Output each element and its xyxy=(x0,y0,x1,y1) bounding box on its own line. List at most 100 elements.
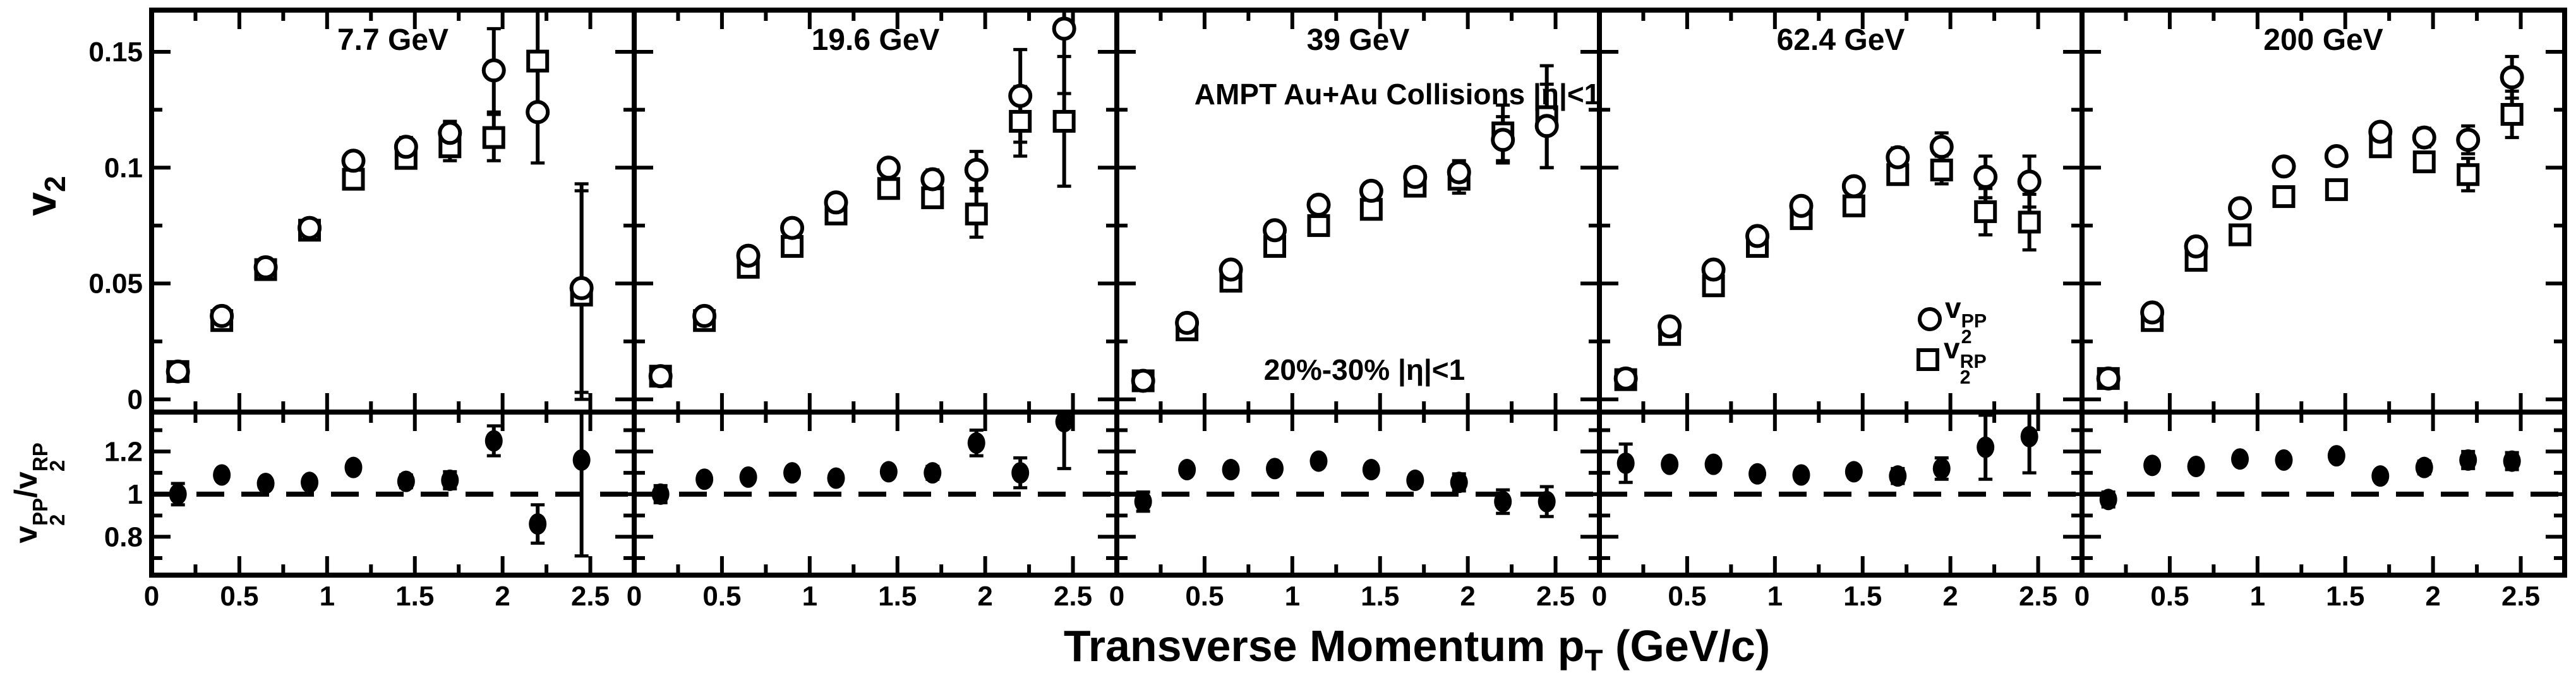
v2pp-marker xyxy=(2140,300,2165,325)
legend-entry-v2rp: v RP 2 xyxy=(1917,334,1987,387)
v2pp-marker xyxy=(1701,257,1726,282)
x-tick-label: 1 xyxy=(802,581,817,612)
x-tick-label: 1 xyxy=(1285,581,1300,612)
v2pp-marker xyxy=(1306,192,1331,217)
ratio-marker xyxy=(441,469,459,491)
v2pp-marker xyxy=(2184,234,2208,258)
legend-entry-v2pp: v PP 2 xyxy=(1918,293,1987,348)
top-panel-frame xyxy=(2079,8,2567,415)
v2-base: v xyxy=(17,192,66,216)
v2rp-marker xyxy=(2500,102,2524,126)
y-tick-label-ratio: 0.8 xyxy=(104,521,143,552)
v2rp-marker xyxy=(1930,158,1953,181)
ratio-num-base: v xyxy=(8,525,44,544)
x-tick-label: 0 xyxy=(144,581,159,612)
ratio-marker xyxy=(1450,471,1468,494)
v2pp-marker xyxy=(298,216,322,240)
ratio-marker xyxy=(1222,459,1240,481)
ratio-marker xyxy=(397,470,415,492)
v2pp-marker xyxy=(210,303,234,328)
x-tick-label: 0 xyxy=(2074,581,2090,612)
v2pp-marker xyxy=(1886,145,1910,169)
v2rp-marker xyxy=(2457,163,2480,186)
ratio-marker xyxy=(2231,448,2249,470)
x-tick-label: 2.5 xyxy=(2019,581,2057,612)
v2rp-marker xyxy=(482,126,505,149)
v2pp-marker xyxy=(1175,310,1200,335)
v2pp-marker xyxy=(2412,125,2436,150)
v2rp-marker xyxy=(965,202,988,226)
v2rp-marker xyxy=(2325,178,2348,202)
x-tick-label: 0 xyxy=(1109,581,1124,612)
v2pp-marker xyxy=(2368,119,2393,144)
x-tick-label: 1.5 xyxy=(1361,581,1399,612)
ratio-marker xyxy=(2143,454,2162,477)
v2pp-marker xyxy=(1534,114,1559,138)
ratio-marker xyxy=(2371,465,2390,487)
ratio-marker xyxy=(1362,459,1380,481)
v2pp-marker xyxy=(1052,16,1076,41)
ratio-marker xyxy=(1266,458,1284,480)
ratio-marker xyxy=(2187,456,2205,477)
v2pp-marker xyxy=(2096,366,2121,391)
v2rp-marker xyxy=(2412,150,2436,174)
y-tick-label-v2: 0.1 xyxy=(104,152,143,183)
ratio-marker xyxy=(213,464,231,486)
ratio-marker xyxy=(1845,461,1863,483)
v2pp-marker xyxy=(964,157,989,182)
v2rp-marker xyxy=(2229,223,2252,246)
panel-title-4: 62.4 GeV xyxy=(1776,23,1905,57)
ratio-marker xyxy=(1889,465,1907,487)
y-axis-title-ratio: v PP 2/v RP 2 xyxy=(8,442,69,544)
v2rp-marker xyxy=(526,49,550,73)
ratio-marker xyxy=(1932,458,1951,480)
open-square-marker-icon xyxy=(1917,348,1939,372)
ratio-marker xyxy=(1011,462,1030,484)
legend-rp-sup: RP xyxy=(1959,351,1987,373)
x-tick-label: 1 xyxy=(320,581,335,612)
v2pp-marker xyxy=(1745,224,1770,248)
v2pp-marker xyxy=(1613,366,1638,391)
v2pp-marker xyxy=(1789,193,1814,218)
x-tick-label: 2.5 xyxy=(2501,581,2540,612)
x-tick-label: 1.5 xyxy=(2326,581,2364,612)
x-tick-label: 2 xyxy=(1942,581,1958,612)
y-axis-title-v2: v2 xyxy=(16,176,72,216)
x-tick-label: 0 xyxy=(627,581,642,612)
v2rp-marker xyxy=(1842,194,1865,217)
v2pp-marker xyxy=(2324,143,2349,168)
x-tick-label: 1 xyxy=(2250,581,2265,612)
v2pp-marker xyxy=(1008,83,1033,108)
legend-rp-scripts: RP 2 xyxy=(1959,351,1987,387)
ratio-marker xyxy=(967,432,985,454)
ratio-den-sub: 2 xyxy=(45,459,69,472)
v2-sub: 2 xyxy=(38,176,71,192)
ratio-marker xyxy=(739,466,757,488)
legend-pp-sub: 2 xyxy=(1961,327,1972,348)
ratio-marker xyxy=(1309,450,1328,472)
v2pp-marker xyxy=(1973,164,1998,189)
v2pp-marker xyxy=(1263,218,1287,243)
x-axis-title-pre: Transverse Momentum p xyxy=(1063,621,1585,671)
v2pp-marker xyxy=(648,364,673,389)
ratio-marker xyxy=(2503,450,2521,472)
x-axis-title: Transverse Momentum pT (GeV/c) xyxy=(880,621,1954,678)
v2pp-marker xyxy=(780,216,805,240)
ratio-marker xyxy=(2275,449,2293,471)
x-tick-label: 2 xyxy=(2425,581,2440,612)
v2pp-marker xyxy=(2272,154,2296,179)
v2pp-marker xyxy=(1359,178,1383,203)
ratio-marker xyxy=(1134,490,1152,513)
legend-label-v2pp: v PP 2 xyxy=(1945,293,1987,348)
ratio-divider: / xyxy=(8,489,44,498)
ratio-marker xyxy=(827,467,845,489)
panel-title-3: 39 GeV xyxy=(1306,23,1410,57)
ratio-marker xyxy=(1494,490,1512,513)
ratio-marker xyxy=(1792,464,1810,486)
ratio-marker xyxy=(1538,490,1556,513)
v2rp-marker xyxy=(1052,109,1076,133)
ratio-marker xyxy=(651,483,670,505)
v2pp-marker xyxy=(1658,314,1682,339)
ratio-num-scripts: PP 2 xyxy=(28,498,69,526)
ratio-marker xyxy=(1055,415,1073,433)
